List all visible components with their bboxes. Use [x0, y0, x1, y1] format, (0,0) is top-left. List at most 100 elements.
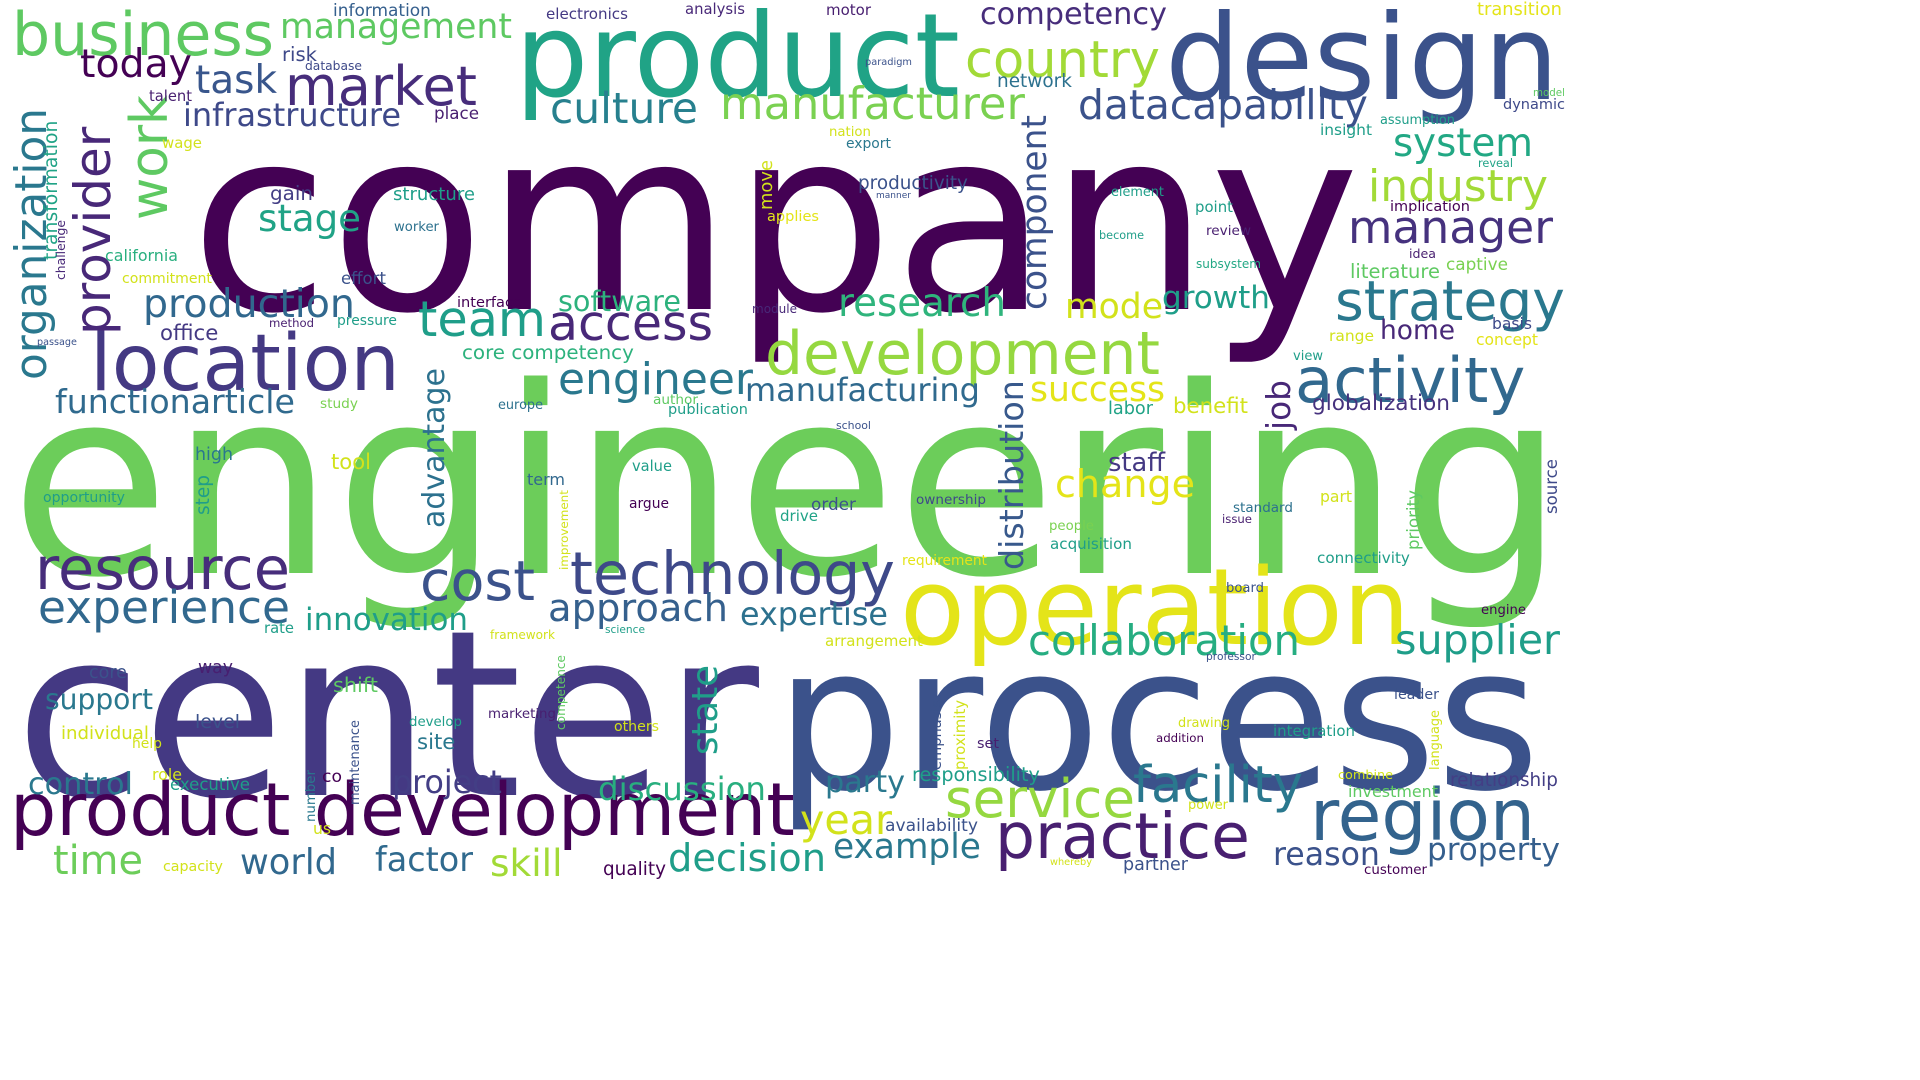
word-set: set: [977, 736, 999, 752]
word-stage: stage: [258, 197, 362, 240]
word-expertise: expertise: [740, 597, 888, 633]
word-us: us: [313, 820, 331, 838]
word-tool: tool: [331, 449, 371, 474]
word-support: support: [45, 683, 153, 716]
word-business: business: [12, 0, 274, 70]
word-california: california: [105, 246, 178, 265]
word-experience: experience: [38, 581, 291, 634]
word-literature: literature: [1350, 260, 1440, 283]
word-requirement: requirement: [902, 553, 987, 569]
word-distribution: distribution: [992, 380, 1031, 570]
word-maintenance: maintenance: [348, 720, 363, 805]
word-manufacturer: manufacturer: [720, 77, 1025, 130]
word-factor: factor: [375, 840, 473, 879]
word-high: high: [195, 445, 233, 465]
word-design: design: [1165, 0, 1559, 128]
word-nation: nation: [829, 125, 871, 140]
word-property: property: [1427, 832, 1560, 868]
word-publication: publication: [668, 402, 748, 418]
word-capacity: capacity: [163, 859, 223, 875]
word-engine: engine: [1481, 603, 1526, 618]
word-range: range: [1329, 327, 1374, 345]
word-process: process: [775, 603, 1540, 835]
word-interface: interface: [457, 294, 522, 311]
word-supplier: supplier: [1395, 616, 1560, 664]
word-effort: effort: [341, 269, 386, 288]
word-executive: executive: [170, 775, 250, 794]
word-investment: investment: [1348, 782, 1438, 801]
word-advantage: advantage: [417, 368, 452, 528]
word-proximity: proximity: [951, 700, 969, 770]
word-manner: manner: [876, 191, 911, 201]
word-technology: technology: [570, 540, 895, 608]
word-individual: individual: [61, 723, 149, 744]
word-region: region: [1310, 774, 1535, 857]
word-time: time: [53, 838, 143, 882]
word-operation: operation: [900, 546, 1411, 670]
word-home: home: [1380, 315, 1455, 346]
word-paradigm: paradigm: [865, 57, 912, 68]
word-source: source: [1542, 459, 1561, 514]
word-project: project: [392, 765, 502, 801]
word-combine: combine: [1338, 768, 1393, 783]
word-transition: transition: [1477, 0, 1562, 20]
word-opportunity: opportunity: [43, 490, 126, 506]
word-drawing: drawing: [1178, 716, 1230, 731]
word-pressure: pressure: [337, 313, 397, 329]
word-people: people: [1049, 519, 1094, 534]
word-dynamic: dynamic: [1503, 97, 1565, 113]
word-connectivity: connectivity: [1317, 549, 1410, 567]
word-export: export: [846, 136, 891, 152]
word-review: review: [1206, 223, 1252, 239]
word-module: module: [752, 302, 797, 316]
word-research: research: [838, 281, 1006, 326]
word-strategy: strategy: [1335, 270, 1565, 334]
word-center: center: [15, 580, 759, 850]
word-help: help: [132, 736, 162, 752]
word-ownership: ownership: [916, 492, 986, 508]
word-skill: skill: [490, 841, 563, 882]
word-priority: priority: [1404, 490, 1423, 550]
word-discussion: discussion: [598, 770, 766, 808]
word-company: company: [190, 73, 1361, 369]
word-component: component: [1015, 115, 1055, 310]
word-co: co: [322, 767, 342, 787]
word-site: site: [417, 730, 456, 755]
word-access: access: [548, 295, 714, 352]
word-subsystem: subsystem: [1196, 257, 1261, 271]
word-manager: manager: [1348, 201, 1553, 254]
word-basis: basis: [1492, 315, 1532, 333]
word-partner: partner: [1123, 855, 1188, 875]
word-concept: concept: [1476, 331, 1538, 349]
word-software: software: [558, 284, 681, 318]
word-standard: standard: [1233, 500, 1293, 516]
word-reveal: reveal: [1478, 157, 1513, 170]
word-improvement: improvement: [557, 490, 571, 570]
word-implication: implication: [1390, 199, 1470, 215]
word-study: study: [320, 396, 358, 412]
word-develop: develop: [409, 715, 462, 730]
word-term: term: [527, 470, 565, 489]
word-growth: growth: [1162, 280, 1270, 316]
word-order: order: [811, 494, 856, 514]
word-benefit: benefit: [1173, 394, 1248, 419]
word-competence: competence: [554, 655, 568, 730]
word-information: information: [333, 1, 431, 21]
word-datacapability: datacapability: [1078, 81, 1368, 129]
word-arrangement: arrangement: [825, 632, 923, 650]
word-way: way: [198, 658, 233, 678]
word-become: become: [1099, 229, 1145, 242]
word-assumption: assumption: [1380, 113, 1455, 128]
word-product: product: [515, 0, 960, 124]
word-europe: europe: [498, 398, 544, 413]
word-team: team: [418, 290, 546, 348]
word-party: party: [825, 765, 905, 800]
word-power: power: [1188, 798, 1228, 813]
word-office: office: [160, 321, 219, 346]
word-insight: insight: [1320, 121, 1372, 139]
word-engineering: engineering: [10, 333, 1566, 635]
word-number: number: [304, 770, 319, 822]
word-functionarticle: functionarticle: [55, 382, 295, 421]
word-database: database: [305, 59, 362, 73]
word-today: today: [80, 41, 192, 87]
